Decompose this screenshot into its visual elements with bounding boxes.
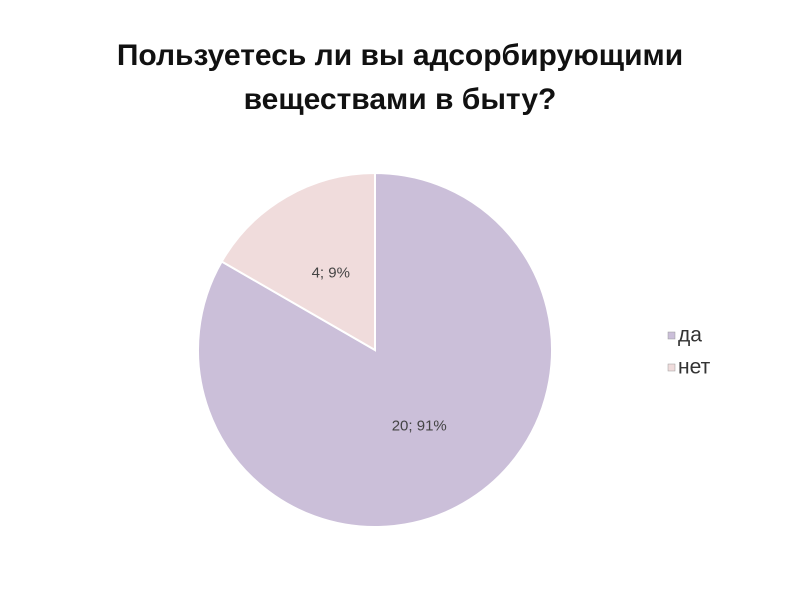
data-label: 4; 9% (312, 264, 350, 281)
legend-swatch (667, 331, 676, 340)
data-label: 20; 91% (392, 418, 447, 435)
chart-title: Пользуетесь ли вы адсорбирующими веществ… (116, 39, 684, 116)
pie-slice (220, 171, 376, 352)
legend-label: нет (678, 356, 711, 379)
legend-swatch (667, 363, 676, 372)
legend-label: да (678, 324, 702, 347)
